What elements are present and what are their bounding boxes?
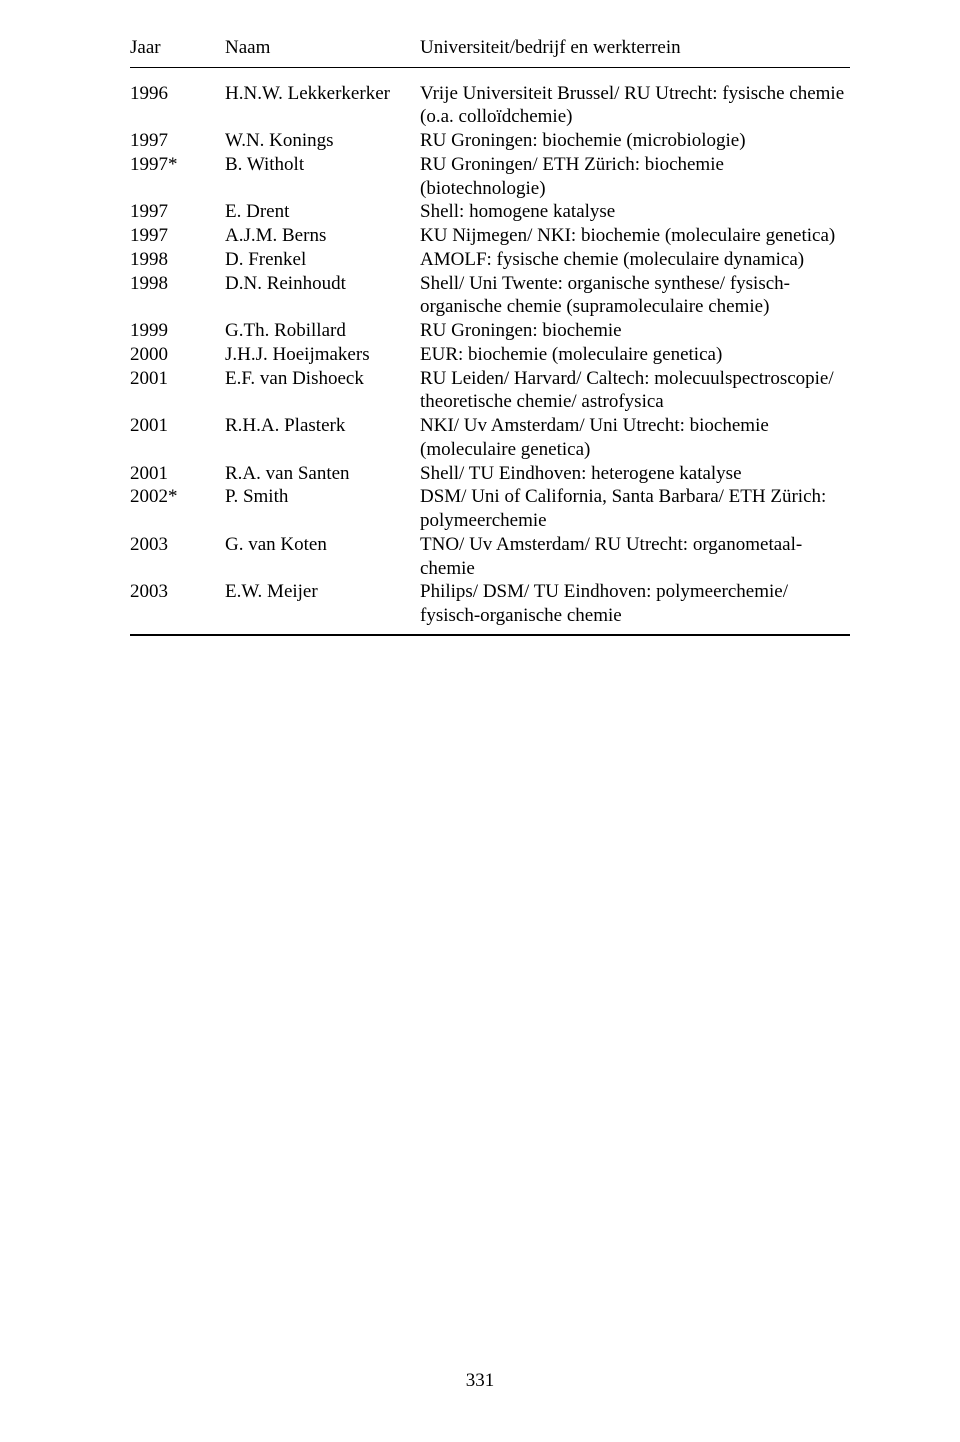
cell-desc: NKI/ Uv Amsterdam/ Uni Utrecht: biochemi… xyxy=(420,414,850,462)
cell-year: 1997 xyxy=(130,200,225,224)
cell-name: B. Witholt xyxy=(225,153,420,201)
table-row: 2003E.W. MeijerPhilips/ DSM/ TU Eindhove… xyxy=(130,580,850,628)
page: Jaar Naam Universiteit/bedrijf en werkte… xyxy=(0,0,960,1442)
cell-year: 1999 xyxy=(130,319,225,343)
table-row: 1999G.Th. RobillardRU Groningen: biochem… xyxy=(130,319,850,343)
table-row: 2003G. van KotenTNO/ Uv Amsterdam/ RU Ut… xyxy=(130,533,850,581)
header-desc: Universiteit/bedrijf en werkterrein xyxy=(420,36,850,61)
header-name: Naam xyxy=(225,36,420,61)
cell-name: J.H.J. Hoeijmakers xyxy=(225,343,420,367)
table-row: 1997W.N. KoningsRU Groningen: biochemie … xyxy=(130,129,850,153)
cell-desc: KU Nijmegen/ NKI: biochemie (moleculaire… xyxy=(420,224,850,248)
table-row: 2001R.A. van SantenShell/ TU Eindhoven: … xyxy=(130,462,850,486)
cell-name: G.Th. Robillard xyxy=(225,319,420,343)
cell-name: D. Frenkel xyxy=(225,248,420,272)
cell-year: 1996 xyxy=(130,82,225,130)
cell-desc: TNO/ Uv Amsterdam/ RU Utrecht: organomet… xyxy=(420,533,850,581)
cell-year: 1998 xyxy=(130,272,225,320)
cell-desc: Shell/ TU Eindhoven: heterogene katalyse xyxy=(420,462,850,486)
data-table: 1996H.N.W. LekkerkerkerVrije Universitei… xyxy=(130,82,850,628)
table-row: 1997*B. WitholtRU Groningen/ ETH Zürich:… xyxy=(130,153,850,201)
cell-desc: Shell/ Uni Twente: organische synthese/ … xyxy=(420,272,850,320)
cell-name: P. Smith xyxy=(225,485,420,533)
cell-year: 2003 xyxy=(130,533,225,581)
cell-name: R.A. van Santen xyxy=(225,462,420,486)
cell-year: 2001 xyxy=(130,462,225,486)
cell-desc: Shell: homogene katalyse xyxy=(420,200,850,224)
cell-desc: Philips/ DSM/ TU Eindhoven: polymeerchem… xyxy=(420,580,850,628)
cell-name: R.H.A. Plasterk xyxy=(225,414,420,462)
cell-name: G. van Koten xyxy=(225,533,420,581)
cell-year: 2002* xyxy=(130,485,225,533)
cell-name: E.F. van Dishoeck xyxy=(225,367,420,415)
cell-name: A.J.M. Berns xyxy=(225,224,420,248)
cell-desc: RU Groningen/ ETH Zürich: biochemie (bio… xyxy=(420,153,850,201)
cell-desc: Vrije Universiteit Brussel/ RU Utrecht: … xyxy=(420,82,850,130)
cell-year: 1998 xyxy=(130,248,225,272)
cell-name: D.N. Reinhoudt xyxy=(225,272,420,320)
table-row: 2000J.H.J. HoeijmakersEUR: biochemie (mo… xyxy=(130,343,850,367)
table-row: 1997E. DrentShell: homogene katalyse xyxy=(130,200,850,224)
table-row: 2001R.H.A. PlasterkNKI/ Uv Amsterdam/ Un… xyxy=(130,414,850,462)
cell-name: E. Drent xyxy=(225,200,420,224)
table-row: 1996H.N.W. LekkerkerkerVrije Universitei… xyxy=(130,82,850,130)
cell-name: H.N.W. Lekkerkerker xyxy=(225,82,420,130)
cell-desc: DSM/ Uni of California, Santa Barbara/ E… xyxy=(420,485,850,533)
table-row: 2001E.F. van DishoeckRU Leiden/ Harvard/… xyxy=(130,367,850,415)
cell-year: 2001 xyxy=(130,414,225,462)
cell-year: 2001 xyxy=(130,367,225,415)
cell-desc: EUR: biochemie (moleculaire genetica) xyxy=(420,343,850,367)
cell-name: E.W. Meijer xyxy=(225,580,420,628)
table-bottom-rule xyxy=(130,634,850,636)
table-row: 1997A.J.M. BernsKU Nijmegen/ NKI: bioche… xyxy=(130,224,850,248)
table-header-row: Jaar Naam Universiteit/bedrijf en werkte… xyxy=(130,36,850,68)
cell-year: 2003 xyxy=(130,580,225,628)
cell-year: 1997 xyxy=(130,224,225,248)
cell-desc: AMOLF: fysische chemie (moleculaire dyna… xyxy=(420,248,850,272)
cell-name: W.N. Konings xyxy=(225,129,420,153)
cell-year: 2000 xyxy=(130,343,225,367)
cell-desc: RU Groningen: biochemie xyxy=(420,319,850,343)
table-row: 2002*P. SmithDSM/ Uni of California, San… xyxy=(130,485,850,533)
header-year: Jaar xyxy=(130,36,225,61)
page-number: 331 xyxy=(0,1370,960,1392)
cell-year: 1997* xyxy=(130,153,225,201)
table-row: 1998D.N. ReinhoudtShell/ Uni Twente: org… xyxy=(130,272,850,320)
table-row: 1998D. FrenkelAMOLF: fysische chemie (mo… xyxy=(130,248,850,272)
cell-year: 1997 xyxy=(130,129,225,153)
cell-desc: RU Groningen: biochemie (microbiologie) xyxy=(420,129,850,153)
cell-desc: RU Leiden/ Harvard/ Caltech: molecuulspe… xyxy=(420,367,850,415)
